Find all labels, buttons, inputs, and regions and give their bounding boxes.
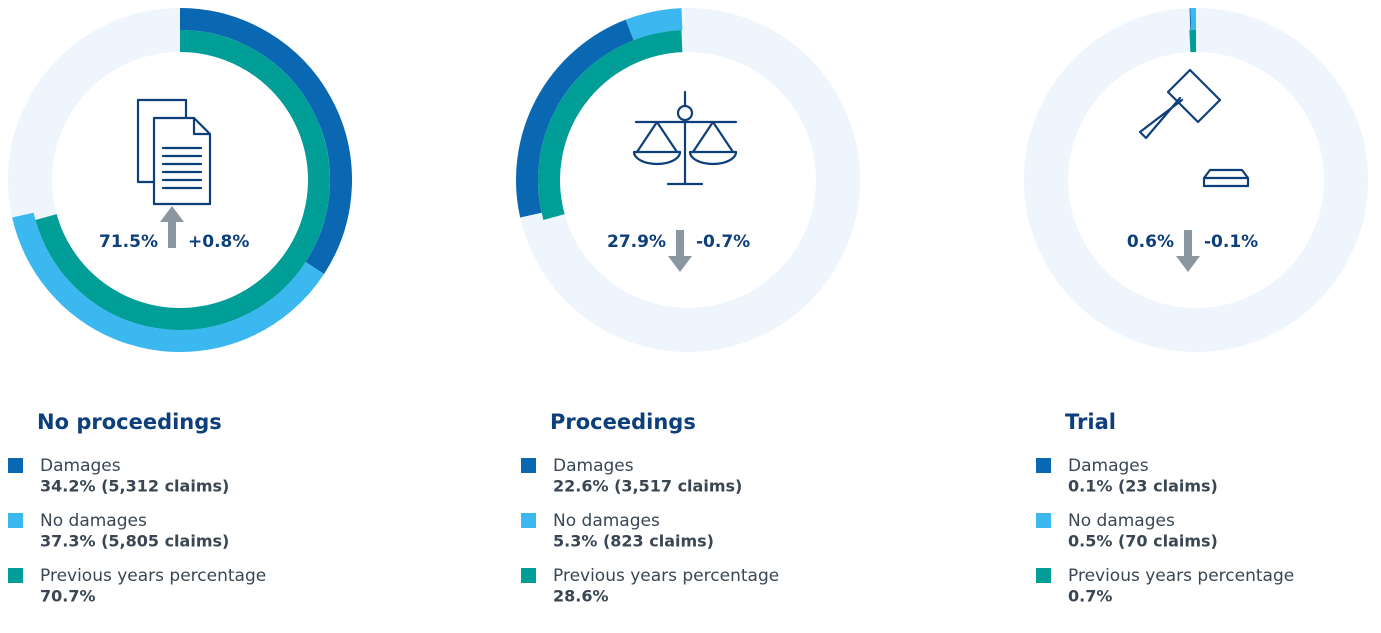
legend-value: 37.3% (5,805 claims) [40,532,229,551]
legend-swatch [1036,458,1051,473]
icon-scales [632,90,738,186]
inner-segment [35,30,330,330]
total-label: 27.9% [607,232,666,252]
legend-swatch [1036,568,1051,583]
legend-swatch [521,458,536,473]
outer-segment [179,8,352,274]
legend-swatch [8,568,23,583]
legend-name: Damages [553,456,634,476]
legend-name: Previous years percentage [1068,566,1294,586]
legend-swatch [1036,513,1051,528]
change-label: -0.7% [696,232,750,252]
outer-segment [625,8,683,41]
legend-name: No damages [40,511,147,531]
total-label: 0.6% [1127,232,1174,252]
legend-value: 28.6% [553,587,609,606]
chart-title: No proceedings [37,410,222,434]
arrow-up [160,206,184,248]
legend-value: 5.3% (823 claims) [553,532,714,551]
outer-segment [516,19,634,218]
chart-title: Proceedings [550,410,696,434]
legend-name: Damages [1068,456,1149,476]
legend-name: No damages [553,511,660,531]
chart-title: Trial [1065,410,1116,434]
legend-swatch [521,513,536,528]
arrow-down [668,230,692,272]
legend-value: 0.5% (70 claims) [1068,532,1218,551]
legend-value: 0.7% [1068,587,1112,606]
legend-swatch [8,513,23,528]
legend-value: 34.2% (5,312 claims) [40,477,229,496]
legend-swatch [521,568,536,583]
legend-swatch [8,458,23,473]
legend-value: 0.1% (23 claims) [1068,477,1218,496]
legend-name: Damages [40,456,121,476]
legend-name: Previous years percentage [553,566,779,586]
total-label: 71.5% [99,232,158,252]
icon-gavel [1138,68,1250,188]
inner-segment [538,30,683,221]
change-label: +0.8% [188,232,249,252]
legend-value: 70.7% [40,587,96,606]
arrow-down [1176,230,1200,272]
outer-segment [12,212,325,352]
icon-document [136,98,212,206]
legend-value: 22.6% (3,517 claims) [553,477,742,496]
legend-name: Previous years percentage [40,566,266,586]
change-label: -0.1% [1204,232,1258,252]
legend-name: No damages [1068,511,1175,531]
